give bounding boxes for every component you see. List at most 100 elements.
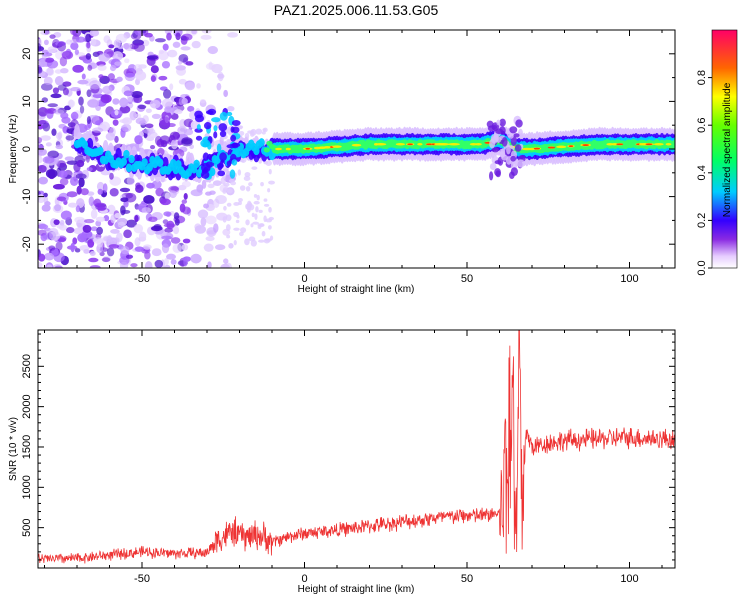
spectral-blob	[407, 143, 413, 146]
y-tick-label: 20	[21, 48, 33, 60]
y-tick-label: -20	[21, 236, 33, 252]
spectral-blob	[222, 187, 229, 192]
spectral-blob	[268, 180, 275, 185]
spectral-blob	[112, 237, 120, 243]
spectral-blob	[56, 41, 67, 52]
spectral-blob	[218, 123, 228, 132]
spectral-blob	[54, 75, 64, 86]
spectral-blob	[510, 167, 518, 176]
spectral-blob	[95, 216, 106, 222]
spectral-blob	[267, 188, 271, 193]
spectral-blob	[203, 243, 214, 252]
spectrogram-ticks: -50 0 50 100 -20 -10 0 10 20	[21, 29, 675, 285]
spectral-blob	[205, 236, 215, 242]
spectral-blob	[263, 203, 270, 207]
spectral-blob	[172, 41, 181, 48]
spectral-blob	[64, 105, 71, 111]
snr-y-label: SNR (10 * v/v)	[8, 417, 19, 481]
spectral-blob	[38, 156, 43, 164]
spectral-blob	[131, 90, 143, 99]
spectral-blob	[214, 244, 226, 251]
spectral-blob	[89, 265, 101, 268]
spectral-blob	[90, 226, 98, 232]
spectral-blob	[44, 252, 55, 261]
spectral-blob	[45, 142, 52, 147]
spectral-blob	[98, 74, 104, 79]
spectral-blob	[181, 180, 191, 188]
spectral-blob	[149, 144, 156, 150]
spectral-blob	[122, 42, 133, 50]
spectral-blob	[108, 244, 120, 249]
spectral-blob	[167, 49, 178, 58]
spectral-blob	[38, 223, 49, 230]
spectral-blob	[87, 239, 95, 248]
spectral-blob	[194, 225, 207, 234]
colorbar-tick-label: 0.4	[696, 165, 708, 180]
spectral-blob	[205, 215, 217, 225]
spectral-blob	[239, 231, 244, 237]
spectral-blob	[75, 36, 86, 43]
y-tick-label: 2000	[21, 394, 33, 418]
spectral-blob	[52, 183, 65, 190]
spectral-blob	[172, 226, 180, 235]
spectral-blob	[533, 147, 541, 150]
spectral-blob	[83, 218, 95, 224]
spectral-blob	[48, 245, 56, 251]
x-tick-label: 100	[620, 573, 638, 585]
spectral-blob	[253, 200, 260, 205]
spectral-blob	[42, 156, 55, 164]
spectral-blob	[237, 169, 242, 176]
spectral-blob	[89, 251, 96, 256]
spectral-blob	[134, 135, 143, 145]
spectral-blob	[227, 32, 238, 38]
spectral-blob	[43, 76, 53, 86]
spectral-blob	[439, 142, 450, 146]
spectral-blob	[81, 230, 93, 239]
spectral-blob	[174, 109, 183, 115]
spectral-blob	[97, 64, 107, 71]
spectral-blob	[238, 131, 245, 136]
figure-title: PAZ1.2025.006.11.53.G05	[274, 2, 439, 18]
spectral-blob	[86, 167, 93, 172]
spectral-blob	[200, 34, 212, 40]
spectral-blob	[138, 231, 147, 242]
spectral-blob	[582, 144, 589, 146]
spectral-blob	[50, 93, 62, 99]
spectral-blob	[169, 190, 177, 199]
spectral-blob	[66, 191, 78, 198]
spectral-blob	[158, 49, 165, 55]
spectral-blob	[154, 259, 164, 268]
spectral-blob	[143, 128, 156, 135]
colorbar-tick-label: 0.6	[696, 118, 708, 133]
spectral-blob	[213, 131, 218, 139]
spectral-blob	[351, 143, 362, 147]
spectral-blob	[175, 65, 186, 71]
spectral-blob	[38, 66, 43, 74]
x-tick-label: 0	[301, 273, 307, 285]
spectral-blob	[258, 209, 263, 213]
spectral-blob	[194, 128, 203, 133]
spectral-blob	[61, 50, 74, 60]
spectral-blob	[124, 58, 130, 64]
spectral-blob	[70, 30, 79, 36]
spectral-blob	[65, 135, 75, 141]
spectral-blob	[88, 257, 99, 263]
spectral-blob	[90, 209, 98, 220]
spectral-blob	[233, 239, 237, 246]
spectral-blob	[170, 158, 177, 168]
spectral-blob	[86, 89, 92, 98]
spectral-blob	[223, 168, 229, 173]
spectral-blob	[395, 142, 406, 146]
spectral-blob	[248, 236, 256, 242]
spectral-blob	[517, 159, 525, 168]
spectral-blob	[243, 175, 251, 182]
spectral-blob	[38, 148, 48, 156]
spectral-blob	[159, 116, 171, 126]
spectral-blob	[253, 146, 260, 156]
spectral-blob	[474, 142, 482, 146]
spectral-blob	[191, 30, 197, 35]
spectrogram-heatmap	[38, 30, 675, 268]
spectral-blob	[70, 87, 81, 92]
spectral-blob	[249, 130, 255, 137]
spectral-blob	[78, 177, 85, 188]
